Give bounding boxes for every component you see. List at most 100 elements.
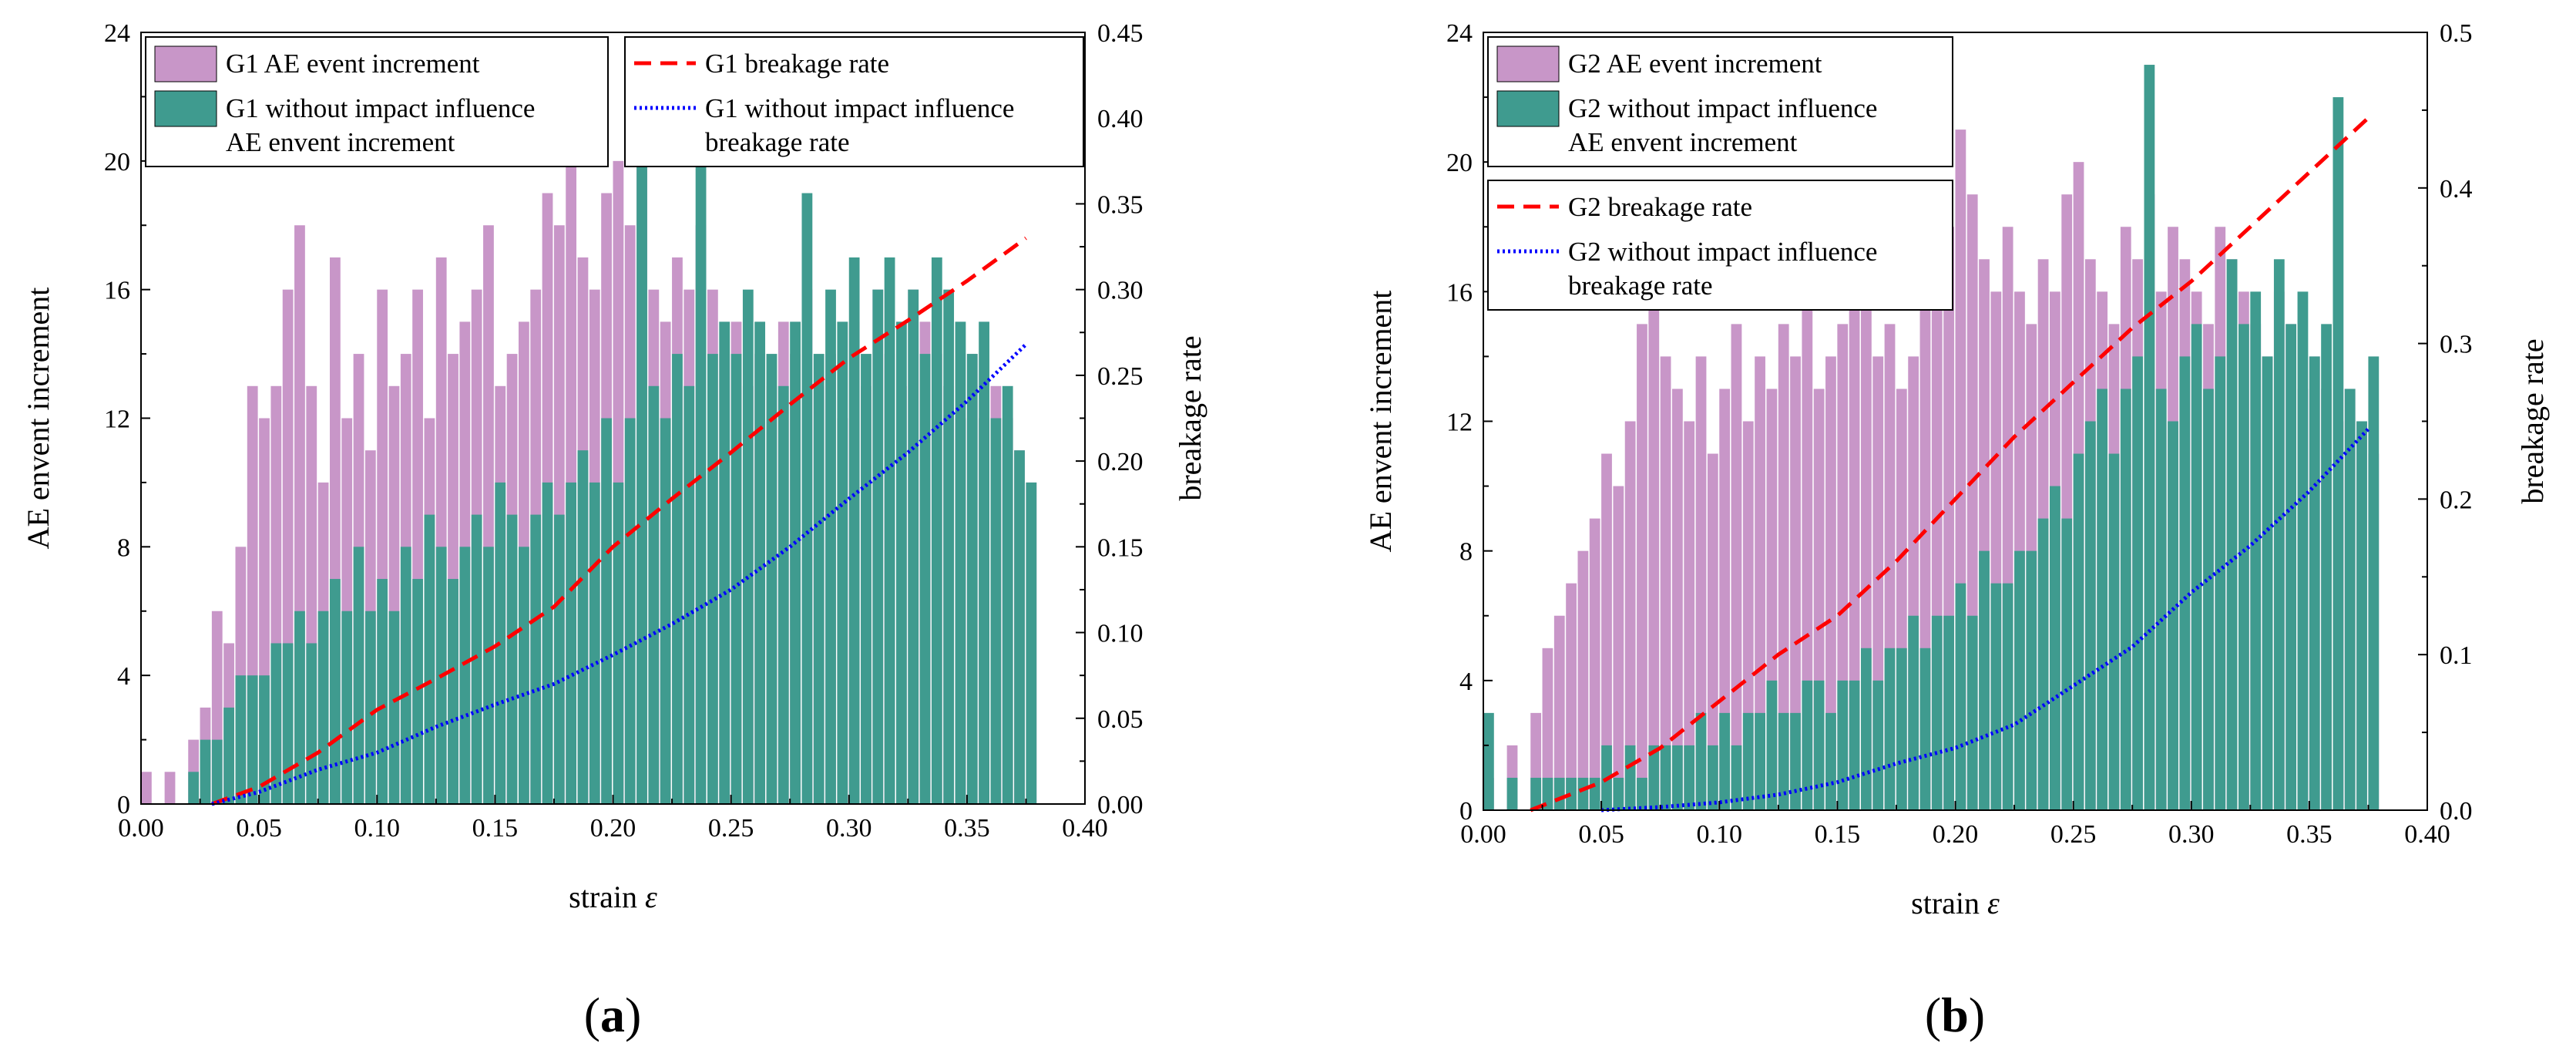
x-tick-label: 0.25: [2050, 820, 2097, 849]
bar: [2084, 421, 2096, 810]
bar: [1742, 712, 1754, 810]
y2-tick-label: 0.25: [1097, 362, 1144, 391]
bar: [1719, 389, 1731, 810]
bar: [919, 354, 931, 804]
bar: [364, 611, 376, 804]
bar: [825, 289, 836, 805]
bar: [1813, 680, 1825, 810]
x-tick-label: 0.40: [1062, 814, 1108, 843]
bar: [2061, 518, 2073, 810]
bar: [1778, 712, 1789, 810]
bar: [1943, 615, 1954, 810]
bar: [719, 321, 730, 804]
bar: [1014, 450, 1025, 804]
bar: [1553, 777, 1565, 810]
x-tick-label: 0.05: [236, 814, 282, 843]
bar: [2321, 324, 2332, 810]
x-axis: 0.00 0.05 0.10 0.15 0.20 0.25 0.30 0.35 0.40: [118, 795, 1108, 843]
bar: [2356, 421, 2367, 810]
legend-label: G1 without impact influence: [226, 93, 535, 123]
bar: [896, 321, 907, 804]
bar: [1695, 712, 1707, 810]
bar: [1026, 482, 1037, 804]
bar: [330, 579, 341, 804]
legend-label: G2 without impact influence: [1568, 237, 1877, 267]
line-series-2: [1600, 427, 2370, 812]
bar: [1896, 648, 1907, 810]
y-tick-label: 8: [1459, 538, 1473, 567]
bar: [211, 739, 223, 804]
bar: [1990, 583, 2002, 810]
bar: [1566, 583, 1577, 810]
bar: [648, 385, 660, 805]
bar: [1825, 356, 1836, 811]
x-tick-label: 0.25: [708, 814, 754, 843]
bar: [377, 579, 388, 804]
bar: [259, 675, 270, 804]
bar: [282, 643, 294, 804]
bar: [837, 321, 848, 804]
bar: [707, 354, 718, 804]
y2-tick-label: 0.40: [1097, 105, 1144, 133]
bar: [1908, 615, 1919, 810]
bar: [200, 739, 211, 804]
bar: [1825, 712, 1836, 810]
bar: [990, 418, 1002, 804]
bar: [1506, 777, 1518, 810]
bar: [1613, 777, 1624, 810]
bar: [2191, 324, 2202, 810]
y-axis-title: AE envent increment: [1363, 291, 1398, 553]
line-series-1: [1530, 116, 2370, 812]
bar: [931, 257, 942, 804]
bar: [966, 354, 978, 804]
bar: [1684, 421, 1695, 810]
bar: [1648, 745, 1660, 810]
x-axis: 0.00 0.05 0.10 0.15 0.20 0.25 0.30 0.35 0.40: [1460, 801, 2450, 849]
bar: [1624, 421, 1636, 810]
legend-swatch: [1496, 90, 1560, 127]
bar: [2333, 97, 2344, 811]
y-tick-label: 0: [1459, 797, 1473, 826]
x-axis-title-text: strain: [1911, 886, 1980, 920]
legend-box: [145, 36, 609, 167]
bar: [306, 643, 317, 804]
y2-tick-label: 0.05: [1097, 705, 1144, 734]
bar: [979, 321, 989, 804]
y-tick-label: 4: [117, 662, 130, 691]
bar: [1766, 680, 1778, 810]
bar: [601, 418, 612, 804]
legend-swatch: [154, 90, 217, 127]
y-tick-label: 24: [104, 19, 130, 48]
bar: [388, 611, 400, 804]
bar: [2037, 518, 2049, 810]
bar: [317, 611, 329, 804]
bar: [294, 611, 305, 804]
bar: [141, 772, 152, 804]
bar: [1637, 777, 1647, 810]
y2-tick-label: 0.00: [1097, 791, 1144, 819]
bar: [943, 289, 955, 805]
y-axis-title: AE envent increment: [21, 288, 55, 550]
legend-1: G2 AE event increment G2 without impact i…: [1487, 36, 1953, 167]
bar: [2168, 421, 2178, 810]
bar: [1755, 712, 1765, 810]
bar: [790, 321, 801, 804]
legend-label-line2: AE envent increment: [1568, 127, 1798, 157]
bar: [1613, 486, 1624, 810]
bar: [2144, 65, 2155, 810]
chart-panel-b: 0.00 0.05 0.10 0.15 0.20 0.25 0.30 0.35 0.40 0 4 8 1…: [1363, 19, 2550, 1042]
bar: [530, 514, 542, 804]
x-axis-title: strain ε: [1911, 886, 2000, 920]
bar: [672, 354, 683, 804]
bar: [754, 321, 766, 804]
bar: [412, 579, 423, 804]
bar: [1707, 453, 1718, 810]
y-tick-label: 20: [104, 148, 130, 177]
bar: [2050, 486, 2060, 810]
y2-tick-label: 0.3: [2440, 331, 2473, 359]
bar: [2002, 583, 2013, 810]
bar: [730, 354, 742, 804]
bar: [483, 547, 494, 804]
bar: [1966, 615, 1978, 810]
x-tick-label: 0.15: [1815, 820, 1861, 849]
